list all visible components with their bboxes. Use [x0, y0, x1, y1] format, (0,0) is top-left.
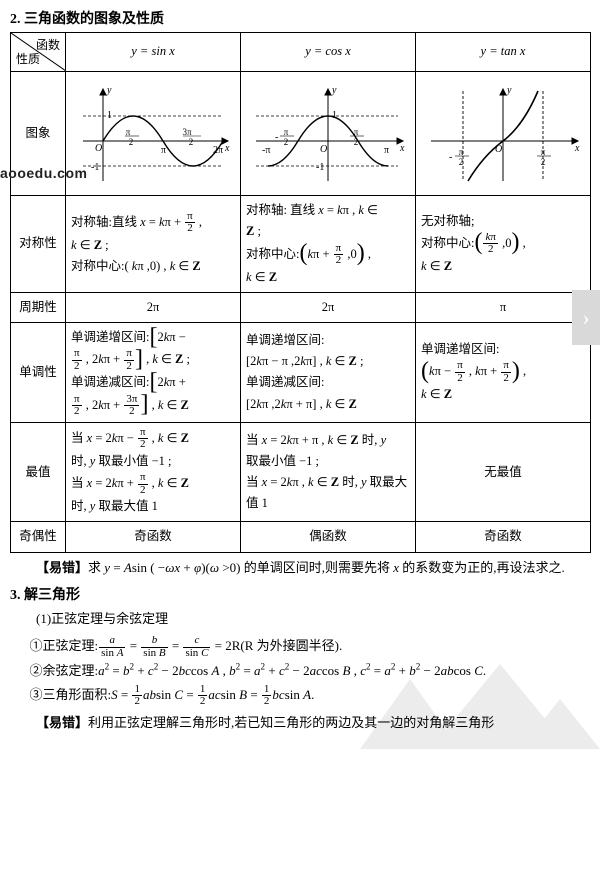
header-cos: y = cos x — [241, 33, 416, 72]
parity-cos: 偶函数 — [241, 522, 416, 552]
law-of-sines: ①正弦定理:asin A = bsin B = csin C = 2R(R 为外… — [30, 634, 591, 659]
svg-text:2: 2 — [129, 137, 134, 147]
svg-text:-1: -1 — [316, 162, 324, 173]
svg-text:1: 1 — [332, 110, 337, 121]
symmetry-tan: 无对称轴; 对称中心:(kπ2 ,0) , k ∈ Z — [416, 196, 591, 293]
section-title-trig: 2. 三角函数的图象及性质 — [10, 8, 590, 28]
svg-text:π: π — [284, 127, 289, 137]
header-sin: y = sin x — [66, 33, 241, 72]
svg-text:π: π — [161, 145, 166, 156]
note-1: 【易错】求 y = Asin ( −ωx + φ)(ω >0) 的单调区间时,则… — [10, 558, 590, 579]
trig-properties-table: 函数 性质 y = sin x y = cos x y = tan x 图象 O — [10, 32, 591, 553]
svg-text:O: O — [320, 144, 327, 155]
svg-text:x: x — [574, 143, 580, 154]
svg-text:y: y — [506, 85, 512, 96]
svg-text:-1: -1 — [91, 162, 99, 173]
svg-text:O: O — [95, 143, 102, 154]
svg-text:π: π — [126, 127, 131, 137]
period-cos: 2π — [241, 292, 416, 322]
svg-text:-: - — [449, 152, 452, 163]
parity-tan: 奇函数 — [416, 522, 591, 552]
watermark: aooedu.com — [0, 165, 87, 181]
svg-text:1: 1 — [107, 110, 112, 121]
graph-sin: O 1 -1 x y π2 π 3π2 2π — [66, 72, 241, 196]
svg-text:2: 2 — [459, 157, 464, 167]
mono-cos: 单调递增区间: [2kπ − π ,2kπ] , k ∈ Z ; 单调递减区间:… — [241, 323, 416, 423]
svg-text:O: O — [495, 144, 502, 155]
graph-tan: O x y π2- π2 — [416, 72, 591, 196]
header-diagonal: 函数 性质 — [11, 33, 66, 72]
extrema-tan: 无最值 — [416, 422, 591, 522]
section-title-triangle: 3. 解三角形 — [10, 584, 590, 604]
svg-text:2: 2 — [284, 137, 289, 147]
row-mono-label: 单调性 — [11, 323, 66, 423]
svg-text:-: - — [275, 132, 278, 143]
parity-sin: 奇函数 — [66, 522, 241, 552]
row-symmetry-label: 对称性 — [11, 196, 66, 293]
svg-text:π: π — [354, 127, 359, 137]
svg-text:π: π — [541, 147, 546, 157]
svg-text:2π: 2π — [213, 145, 223, 156]
svg-text:π: π — [384, 145, 389, 156]
mono-tan: 单调递增区间: (kπ − π2 , kπ + π2) , k ∈ Z — [416, 323, 591, 423]
row-extrema-label: 最值 — [11, 422, 66, 522]
graph-cos: O 1 -1 x y π2- π2 -π π — [241, 72, 416, 196]
svg-text:2: 2 — [354, 137, 359, 147]
svg-text:y: y — [106, 85, 112, 96]
header-tan: y = tan x — [416, 33, 591, 72]
svg-text:3π: 3π — [182, 127, 192, 137]
symmetry-cos: 对称轴: 直线 x = kπ , k ∈Z ; 对称中心:(kπ + π2 ,0… — [241, 196, 416, 293]
period-tan: π — [416, 292, 591, 322]
row-parity-label: 奇偶性 — [11, 522, 66, 552]
mountains-decoration — [360, 659, 600, 749]
next-page-arrow[interactable]: › — [572, 290, 600, 345]
svg-text:2: 2 — [189, 137, 194, 147]
svg-text:-π: -π — [262, 145, 270, 156]
svg-text:2: 2 — [541, 157, 546, 167]
symmetry-sin: 对称轴:直线 x = kπ + π2 , k ∈ Z ; 对称中心:( kπ ,… — [66, 196, 241, 293]
svg-text:x: x — [224, 143, 230, 154]
period-sin: 2π — [66, 292, 241, 322]
extrema-sin: 当 x = 2kπ − π2 , k ∈ Z 时, y 取最小值 −1 ; 当 … — [66, 422, 241, 522]
svg-text:x: x — [399, 143, 405, 154]
row-period-label: 周期性 — [11, 292, 66, 322]
extrema-cos: 当 x = 2kπ + π , k ∈ Z 时, y 取最小值 −1 ; 当 x… — [241, 422, 416, 522]
mono-sin: 单调递增区间:[2kπ − π2 , 2kπ + π2] , k ∈ Z ; 单… — [66, 323, 241, 423]
svg-text:π: π — [459, 147, 464, 157]
subtitle-1: (1)正弦定理与余弦定理 — [10, 609, 590, 630]
svg-text:y: y — [331, 85, 337, 96]
